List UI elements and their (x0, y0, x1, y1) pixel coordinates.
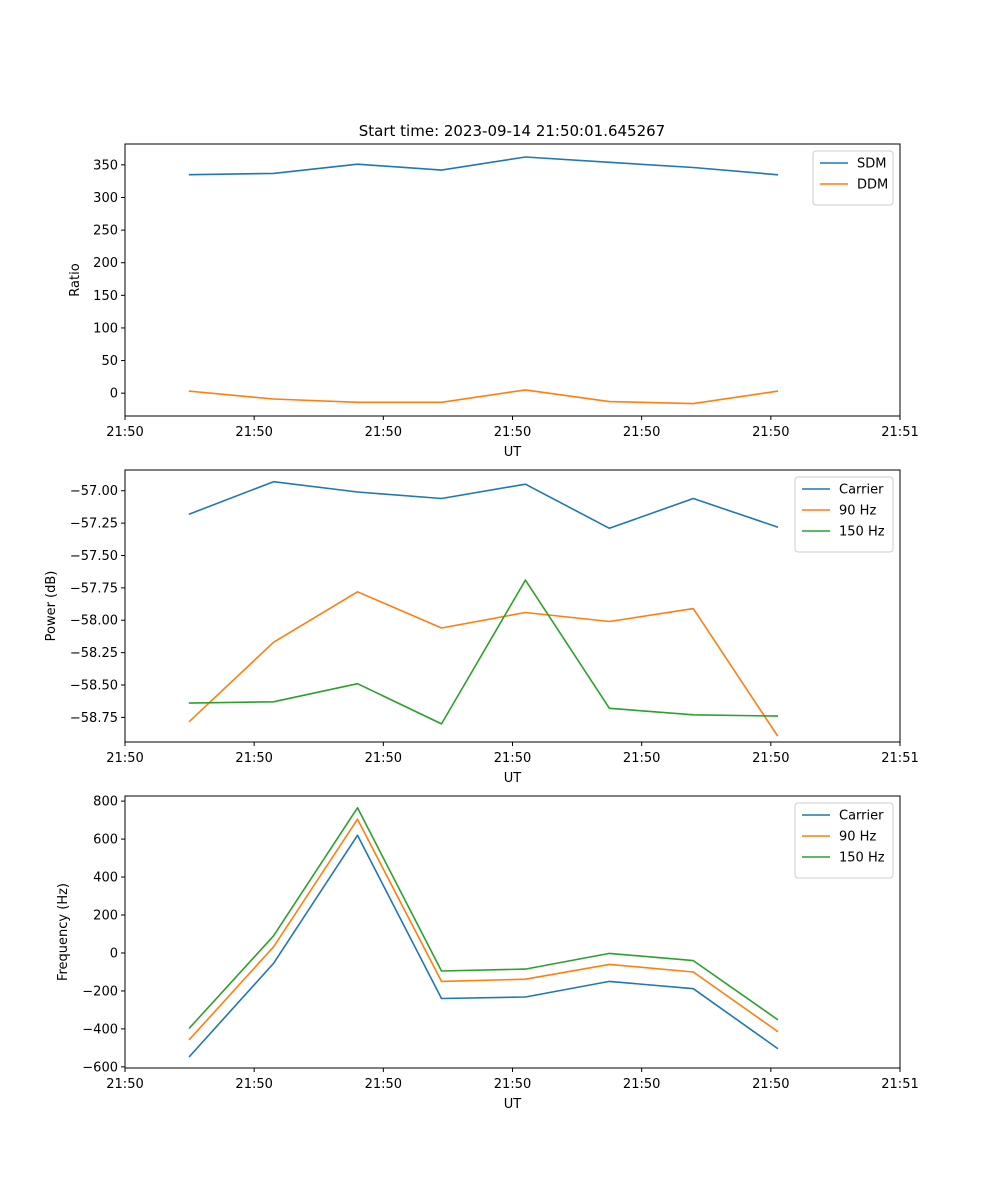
x-tick-label: 21:50 (494, 425, 531, 440)
y-axis-label: Frequency (Hz) (56, 883, 71, 981)
series-line-carrier (188, 480, 779, 530)
x-tick-label: 21:50 (623, 751, 660, 766)
x-tick-label: 21:50 (235, 1077, 272, 1092)
x-tick-label: 21:50 (235, 751, 272, 766)
y-tick-label: 300 (93, 191, 118, 206)
legend-label: Carrier (839, 483, 884, 498)
y-tick-label: 0 (110, 946, 118, 961)
legend-label: 150 Hz (839, 851, 885, 866)
y-tick-label: 150 (93, 289, 118, 304)
y-tick-label: 400 (93, 871, 118, 886)
y-axis-label: Ratio (68, 263, 83, 296)
figure-title: Start time: 2023-09-14 21:50:01.645267 (359, 122, 665, 140)
x-tick-label: 21:50 (494, 1077, 531, 1092)
x-tick-label: 21:50 (106, 425, 143, 440)
x-tick-label: 21:51 (881, 425, 918, 440)
series-line-90-hz (188, 590, 779, 737)
x-axis-label: UT (504, 771, 522, 786)
y-tick-label: −58.50 (70, 679, 118, 694)
y-tick-label: 200 (93, 256, 118, 271)
x-axis-label: UT (504, 1097, 522, 1112)
y-tick-label: −58.75 (70, 711, 118, 726)
legend: Carrier 90 Hz 150 Hz (794, 802, 894, 879)
legend: SDM DDM (812, 150, 894, 206)
series-line-ddm (188, 389, 779, 405)
y-tick-label: 200 (93, 909, 118, 924)
x-tick-label: 21:50 (494, 751, 531, 766)
x-tick-label: 21:50 (106, 751, 143, 766)
legend-label: 90 Hz (839, 830, 876, 845)
y-tick-label: −57.00 (70, 484, 118, 499)
chart-panel-2: 21:50 21:50 21:50 21:50 21:50 21:50 21:51 −58.7… (44, 469, 919, 786)
y-tick-label: −57.25 (70, 517, 118, 532)
x-tick-label: 21:50 (235, 425, 272, 440)
x-tick-label: 21:50 (623, 425, 660, 440)
panels: 21:50 21:50 21:50 21:50 21:50 21:50 21:51 0 50 10… (44, 143, 919, 1112)
y-tick-label: 800 (93, 795, 118, 810)
series-line-150-hz (188, 806, 779, 1030)
legend-label: SDM (857, 157, 886, 172)
x-tick-label: 21:51 (881, 1077, 918, 1092)
x-tick-label: 21:50 (752, 1077, 789, 1092)
series-line-150-hz (188, 579, 779, 725)
series-line-sdm (188, 156, 779, 176)
x-tick-label: 21:50 (365, 751, 402, 766)
series-line-carrier (188, 834, 779, 1058)
legend-label: 90 Hz (839, 504, 876, 519)
y-tick-label: −58.00 (70, 614, 118, 629)
legend-box (794, 476, 894, 553)
legend: Carrier 90 Hz 150 Hz (794, 476, 894, 553)
legend-label: DDM (857, 178, 888, 193)
y-tick-label: 100 (93, 321, 118, 336)
legend-box (794, 802, 894, 879)
legend-box (812, 150, 894, 206)
chart-panel-3: 21:50 21:50 21:50 21:50 21:50 21:50 21:51 −600 −… (56, 795, 919, 1112)
x-axis-label: UT (504, 445, 522, 460)
x-tick-label: 21:50 (106, 1077, 143, 1092)
y-tick-label: 0 (110, 387, 118, 402)
x-tick-label: 21:50 (752, 751, 789, 766)
y-tick-label: 250 (93, 224, 118, 239)
y-tick-label: 600 (93, 833, 118, 848)
x-tick-label: 21:51 (881, 751, 918, 766)
x-tick-label: 21:50 (752, 425, 789, 440)
legend-label: Carrier (839, 809, 884, 824)
x-tick-label: 21:50 (365, 425, 402, 440)
series-line-90-hz (188, 818, 779, 1041)
y-tick-label: −57.75 (70, 581, 118, 596)
y-tick-label: −200 (82, 984, 118, 999)
y-tick-label: 350 (93, 158, 118, 173)
y-axis-label: Power (dB) (44, 571, 59, 642)
legend-label: 150 Hz (839, 525, 885, 540)
y-tick-label: 50 (101, 354, 118, 369)
x-tick-label: 21:50 (365, 1077, 402, 1092)
x-tick-label: 21:50 (623, 1077, 660, 1092)
y-tick-label: −400 (82, 1022, 118, 1037)
y-tick-label: −58.25 (70, 646, 118, 661)
y-tick-label: −600 (82, 1060, 118, 1075)
chart-panel-1: 21:50 21:50 21:50 21:50 21:50 21:50 21:51 0 50 10… (68, 143, 919, 460)
y-tick-label: −57.50 (70, 549, 118, 564)
